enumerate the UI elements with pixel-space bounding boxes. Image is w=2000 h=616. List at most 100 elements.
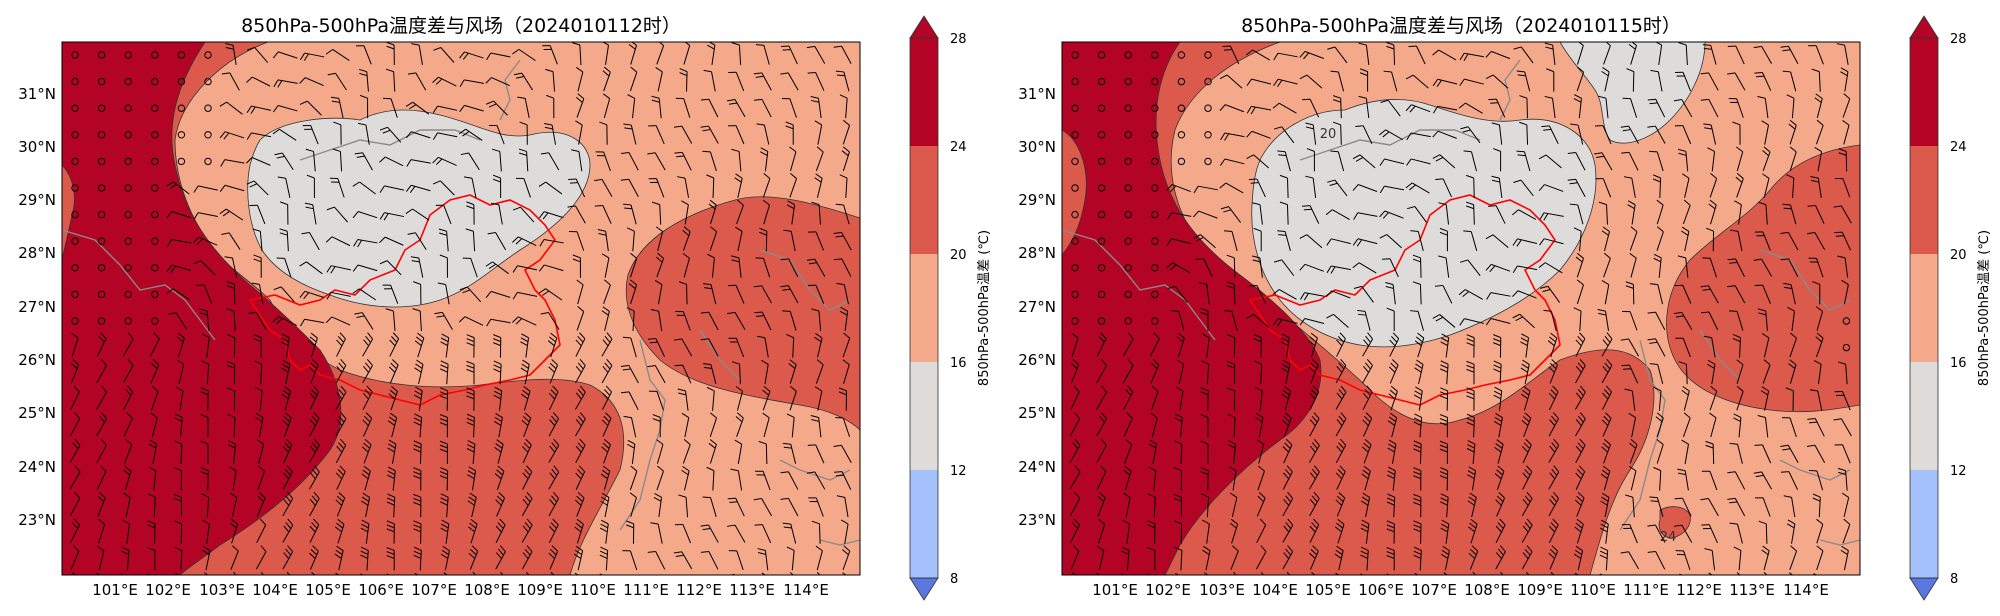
wind-barb	[1362, 359, 1373, 384]
wind-barb	[708, 439, 717, 464]
wind-barb	[1379, 185, 1405, 194]
wind-barb	[1229, 492, 1238, 518]
wind-barb	[256, 439, 265, 464]
wind-barb	[862, 470, 876, 490]
wind-barb	[862, 258, 876, 277]
wind-barb	[521, 518, 533, 543]
wind-barb	[1814, 147, 1823, 172]
wind-barb	[1573, 545, 1584, 571]
wind-barb	[1521, 492, 1533, 517]
wind-barb	[1548, 518, 1559, 543]
wind-barb	[1786, 94, 1795, 119]
wind-barb	[1708, 572, 1713, 575]
wind-barb	[433, 47, 455, 63]
wind-barb	[201, 493, 210, 518]
wind-barb	[1177, 104, 1186, 112]
wind-barb	[648, 178, 665, 198]
wind-barb	[468, 545, 479, 570]
wind-barb	[352, 264, 378, 272]
wind-barb	[281, 359, 291, 385]
wind-barb	[1500, 571, 1504, 575]
wind-barb	[1246, 49, 1271, 61]
wind-barb	[1204, 77, 1212, 86]
wind-barb	[833, 45, 852, 65]
wind-barb	[260, 571, 265, 575]
wind-barb	[335, 385, 347, 410]
wind-barb	[786, 200, 796, 225]
wind-barb	[151, 51, 159, 59]
wind-barb	[174, 413, 183, 438]
wind-barb	[728, 125, 745, 145]
wind-barb	[1151, 264, 1159, 272]
wind-barb	[124, 237, 132, 245]
wind-barb	[1166, 212, 1192, 220]
wind-barb	[601, 438, 611, 464]
wind-barb	[1727, 285, 1746, 304]
right-field-16-20	[1251, 99, 1597, 348]
left-lat-27: 27°N	[18, 298, 56, 316]
wind-barb	[200, 387, 209, 411]
wind-barb	[1193, 234, 1216, 249]
wind-barb	[257, 465, 265, 491]
wind-barb	[1070, 518, 1080, 543]
wind-barb	[546, 94, 555, 119]
wind-barb	[200, 414, 209, 438]
wind-barb	[1432, 78, 1458, 88]
wind-barb	[1151, 210, 1159, 219]
wind-barb	[147, 493, 156, 518]
wind-barb	[1653, 386, 1662, 411]
wind-barb	[1220, 132, 1245, 141]
wind-barb	[388, 359, 399, 384]
wind-barb	[1842, 343, 1851, 352]
wind-barb	[1095, 572, 1101, 575]
wind-barb	[1096, 545, 1105, 571]
wind-barb	[358, 122, 370, 145]
wind-barb	[627, 94, 636, 119]
wind-barb	[626, 520, 635, 544]
wind-barb	[124, 77, 132, 86]
wind-barb	[1548, 492, 1560, 517]
wind-barb	[780, 471, 799, 490]
wind-barb	[1485, 50, 1511, 60]
wind-barb	[600, 492, 610, 518]
wind-barb	[1440, 545, 1450, 571]
wind-barb	[253, 334, 262, 358]
wind-barb	[494, 439, 504, 464]
wind-barb	[1842, 120, 1850, 145]
wind-barb	[1574, 385, 1586, 410]
wind-barb	[1516, 70, 1531, 92]
wind-barb	[1439, 227, 1448, 252]
wind-barb	[1149, 332, 1160, 357]
wind-barb	[728, 71, 745, 92]
wind-barb	[462, 257, 478, 278]
wind-barb	[548, 385, 559, 411]
wind-barb	[1227, 413, 1236, 438]
wind-barb	[97, 317, 106, 325]
wind-barb	[276, 257, 292, 278]
wind-barb	[1330, 150, 1345, 172]
wind-barb	[1673, 99, 1693, 118]
wind-barb	[1097, 51, 1106, 59]
wind-barb	[1512, 209, 1537, 220]
wind-barb	[513, 72, 533, 91]
wind-barb	[308, 332, 318, 358]
wind-barb	[458, 316, 484, 326]
wind-barb	[648, 125, 665, 145]
wind-barb	[466, 413, 475, 438]
wind-barb	[414, 332, 425, 358]
wind-barb	[1548, 465, 1560, 490]
right-cb-tick-8: 8	[1950, 572, 1958, 587]
wind-barb	[1167, 285, 1188, 303]
wind-barb	[149, 332, 160, 357]
wind-barb	[1576, 66, 1585, 92]
wind-barb	[1252, 255, 1263, 278]
wind-barb	[466, 440, 476, 465]
wind-barb	[1625, 281, 1635, 305]
wind-barb	[1256, 492, 1266, 517]
wind-barb	[1861, 418, 1878, 436]
wind-barb	[1700, 98, 1719, 118]
wind-barb	[151, 290, 159, 299]
wind-barb	[1681, 386, 1690, 411]
wind-barb	[173, 520, 183, 544]
wind-barb	[781, 98, 797, 118]
